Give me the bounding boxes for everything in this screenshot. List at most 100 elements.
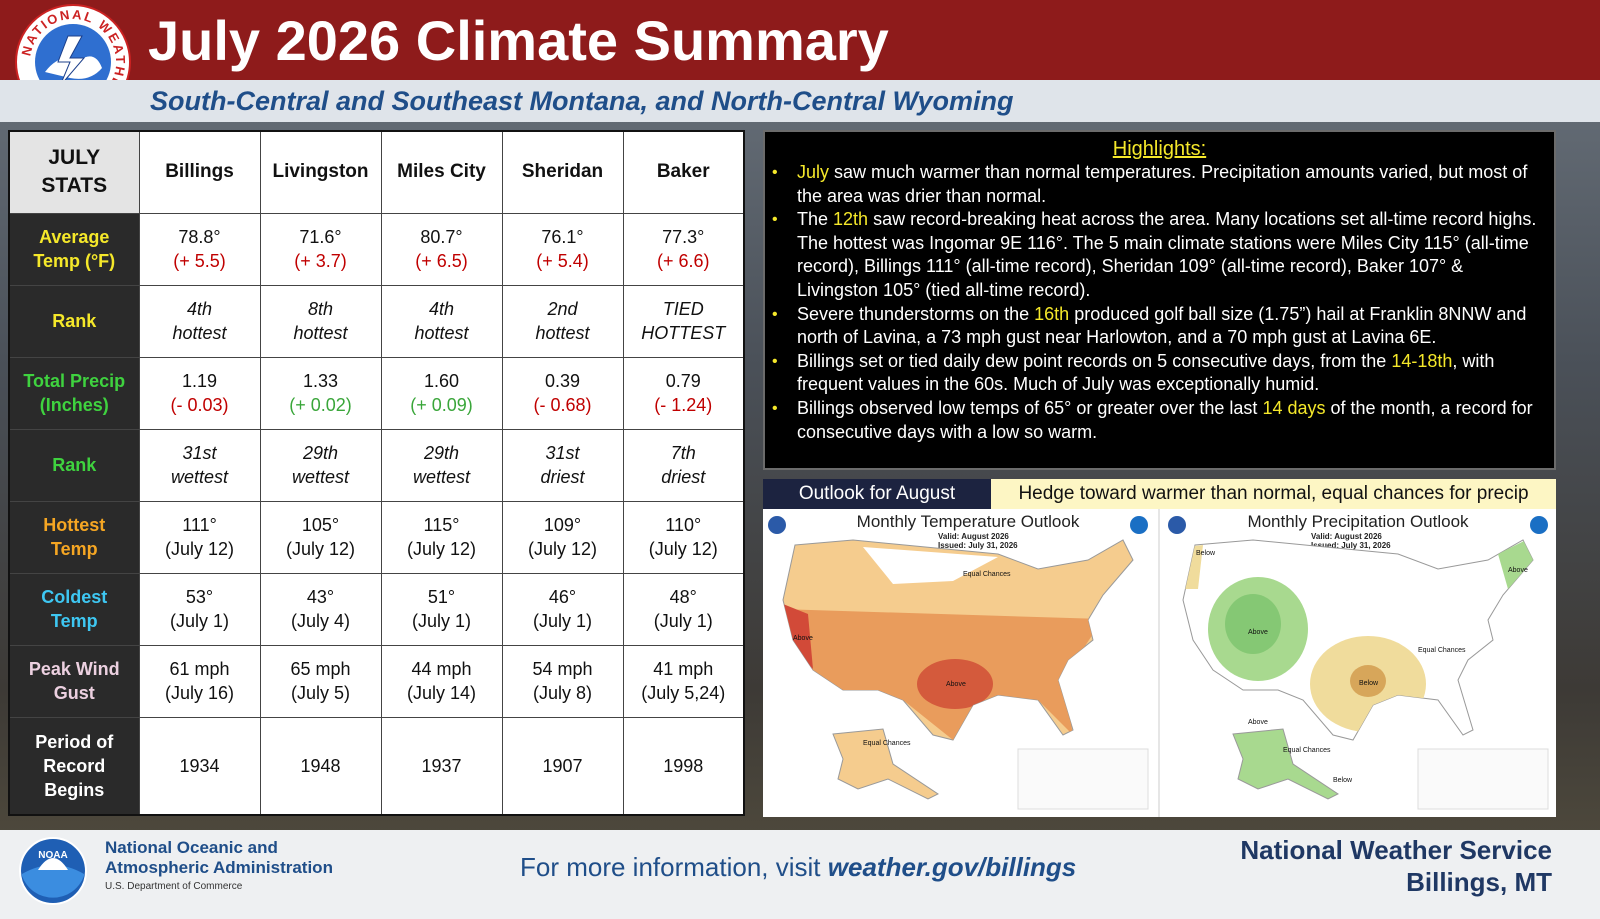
cell-value: 76.1° <box>541 227 584 247</box>
cell-value: 1.33 <box>302 371 339 391</box>
cell-detail: (July 1) <box>532 611 592 631</box>
cell-value: 54 mph <box>532 659 593 679</box>
outlook-label: Outlook for August <box>763 479 991 509</box>
map-label: Above <box>1248 719 1268 726</box>
cell-detail: (July 1) <box>411 611 471 631</box>
stats-cell: 8th hottest <box>259 284 382 358</box>
row-label: Rank <box>8 428 140 502</box>
map-legend <box>1417 748 1549 810</box>
highlight-emphasis: 14 days <box>1262 397 1326 418</box>
highlight-emphasis: 16th <box>1034 303 1070 324</box>
title: July 2026 Climate Summary <box>148 9 889 72</box>
stats-cell: 0.79 (- 1.24) <box>622 356 745 430</box>
cell-value: 1937 <box>421 755 462 776</box>
stats-cell: 1934 <box>138 716 261 816</box>
cell-value: 80.7° <box>420 227 463 247</box>
stats-cell: 1.19 (- 0.03) <box>138 356 261 430</box>
cell-detail: (July 12) <box>527 539 598 559</box>
outlook-text: Hedge toward warmer than normal, equal c… <box>991 479 1556 509</box>
map-label: Above <box>1248 629 1268 636</box>
row-label: Period of Record Begins <box>8 716 140 816</box>
highlight-emphasis: 14-18th <box>1391 350 1453 371</box>
stats-cell: 76.1° (+ 5.4) <box>501 212 624 286</box>
stats-cell: 51° (July 1) <box>380 572 503 646</box>
stats-row: Rank 4th hottest 8th hottest 4th hottest 2nd hot… <box>8 284 745 358</box>
highlight-item: Billings observed low temps of 65° or gr… <box>772 397 1546 444</box>
cell-value: 1998 <box>663 755 704 776</box>
column-header: Sheridan <box>501 130 624 214</box>
office: National Weather Service Billings, MT <box>1240 834 1552 898</box>
map-label: Equal Chances <box>963 571 1011 578</box>
cell-value: 43° <box>306 587 335 607</box>
stats-cell: 29th wettest <box>380 428 503 502</box>
cell-value: 2nd <box>547 299 578 319</box>
stats-cell: 29th wettest <box>259 428 382 502</box>
noaa-seal <box>1130 516 1148 534</box>
row-label: Peak Wind Gust <box>8 644 140 718</box>
cell-value: 1948 <box>300 755 341 776</box>
stats-cell: TIED HOTTEST <box>622 284 745 358</box>
cell-detail: driest <box>540 467 585 487</box>
highlight-item: Severe thunderstorms on the 16th produce… <box>772 303 1546 350</box>
cell-detail: (+ 3.7) <box>294 251 347 271</box>
highlight-text: saw record-breaking heat across the area… <box>797 209 1537 300</box>
column-header: Livingston <box>259 130 382 214</box>
cell-detail: wettest <box>412 467 471 487</box>
subtitle: South-Central and Southeast Montana, and… <box>150 86 1014 116</box>
info-line: For more information, visit weather.gov/… <box>520 852 1076 883</box>
cell-value: 78.8° <box>178 227 221 247</box>
noaa-seal <box>1530 516 1548 534</box>
cell-detail: (July 16) <box>164 683 235 703</box>
cell-value: 1907 <box>542 755 583 776</box>
header-row: JULY STATS Billings Livingston Miles City Sh… <box>8 130 745 214</box>
stats-cell: 2nd hottest <box>501 284 624 358</box>
stats-cell: 110° (July 12) <box>622 500 745 574</box>
cell-value: 1934 <box>179 755 220 776</box>
row-label: Average Temp (°F) <box>8 212 140 286</box>
highlight-item: Billings set or tied daily dew point rec… <box>772 350 1546 397</box>
cell-value: 71.6° <box>299 227 342 247</box>
cell-detail: (+ 0.09) <box>410 395 473 415</box>
cell-value: 31st <box>182 443 217 463</box>
stats-row: Coldest Temp 53° (July 1) 43° (July 4) 51° (Ju… <box>8 572 745 646</box>
highlight-text: Billings observed low temps of 65° or gr… <box>797 397 1263 418</box>
cell-detail: (+ 5.5) <box>173 251 226 271</box>
map-title: Monthly Temperature Outlook <box>857 512 1080 531</box>
map-labels: Above Above Equal Chances Equal Chances <box>793 571 1011 747</box>
stats-cell: 31st wettest <box>138 428 261 502</box>
highlight-text: Billings set or tied daily dew point rec… <box>797 350 1392 371</box>
stats-cell: 111° (July 12) <box>138 500 261 574</box>
map-labels: Below Above Above Equal Chances Below Ab… <box>1196 550 1528 784</box>
stats-row: Hottest Temp 111° (July 12) 105° (July 12) 11… <box>8 500 745 574</box>
map-legend <box>1017 748 1149 810</box>
stats-row: Average Temp (°F) 78.8° (+ 5.5) 71.6° (+ 3.7… <box>8 212 745 286</box>
stats-cell: 1.33 (+ 0.02) <box>259 356 382 430</box>
cell-detail: hottest <box>535 323 590 343</box>
cell-detail: (July 8) <box>532 683 592 703</box>
column-header: Baker <box>622 130 745 214</box>
cell-value: 31st <box>545 443 580 463</box>
highlights-box: Highlights: July saw much warmer than no… <box>763 130 1556 470</box>
cell-value: TIED <box>662 299 704 319</box>
stats-cell: 61 mph (July 16) <box>138 644 261 718</box>
map-label: Above <box>946 681 966 688</box>
cell-value: 48° <box>669 587 697 607</box>
cell-detail: (+ 5.4) <box>536 251 589 271</box>
row-label: Hottest Temp <box>8 500 140 574</box>
noaa-name: National Oceanic and Atmospheric Adminis… <box>105 838 333 877</box>
noaa-dept: U.S. Department of Commerce <box>105 881 243 892</box>
stats-cell: 44 mph (July 14) <box>380 644 503 718</box>
cell-detail: (July 4) <box>290 611 350 631</box>
info-link[interactable]: weather.gov/billings <box>827 852 1077 882</box>
cell-value: 41 mph <box>653 659 714 679</box>
map-label: Equal Chances <box>1283 747 1331 754</box>
cell-value: 7th <box>670 443 696 463</box>
stats-cell: 7th driest <box>622 428 745 502</box>
cell-detail: (July 5,24) <box>641 683 726 703</box>
temp-map: Monthly Temperature Outlook Valid: Augus… <box>768 512 1149 810</box>
cell-detail: (July 12) <box>648 539 718 559</box>
stats-cell: 109° (July 12) <box>501 500 624 574</box>
stats-cell: 0.39 (- 0.68) <box>501 356 624 430</box>
cell-value: 61 mph <box>169 659 230 679</box>
cell-detail: (- 0.68) <box>533 395 592 415</box>
